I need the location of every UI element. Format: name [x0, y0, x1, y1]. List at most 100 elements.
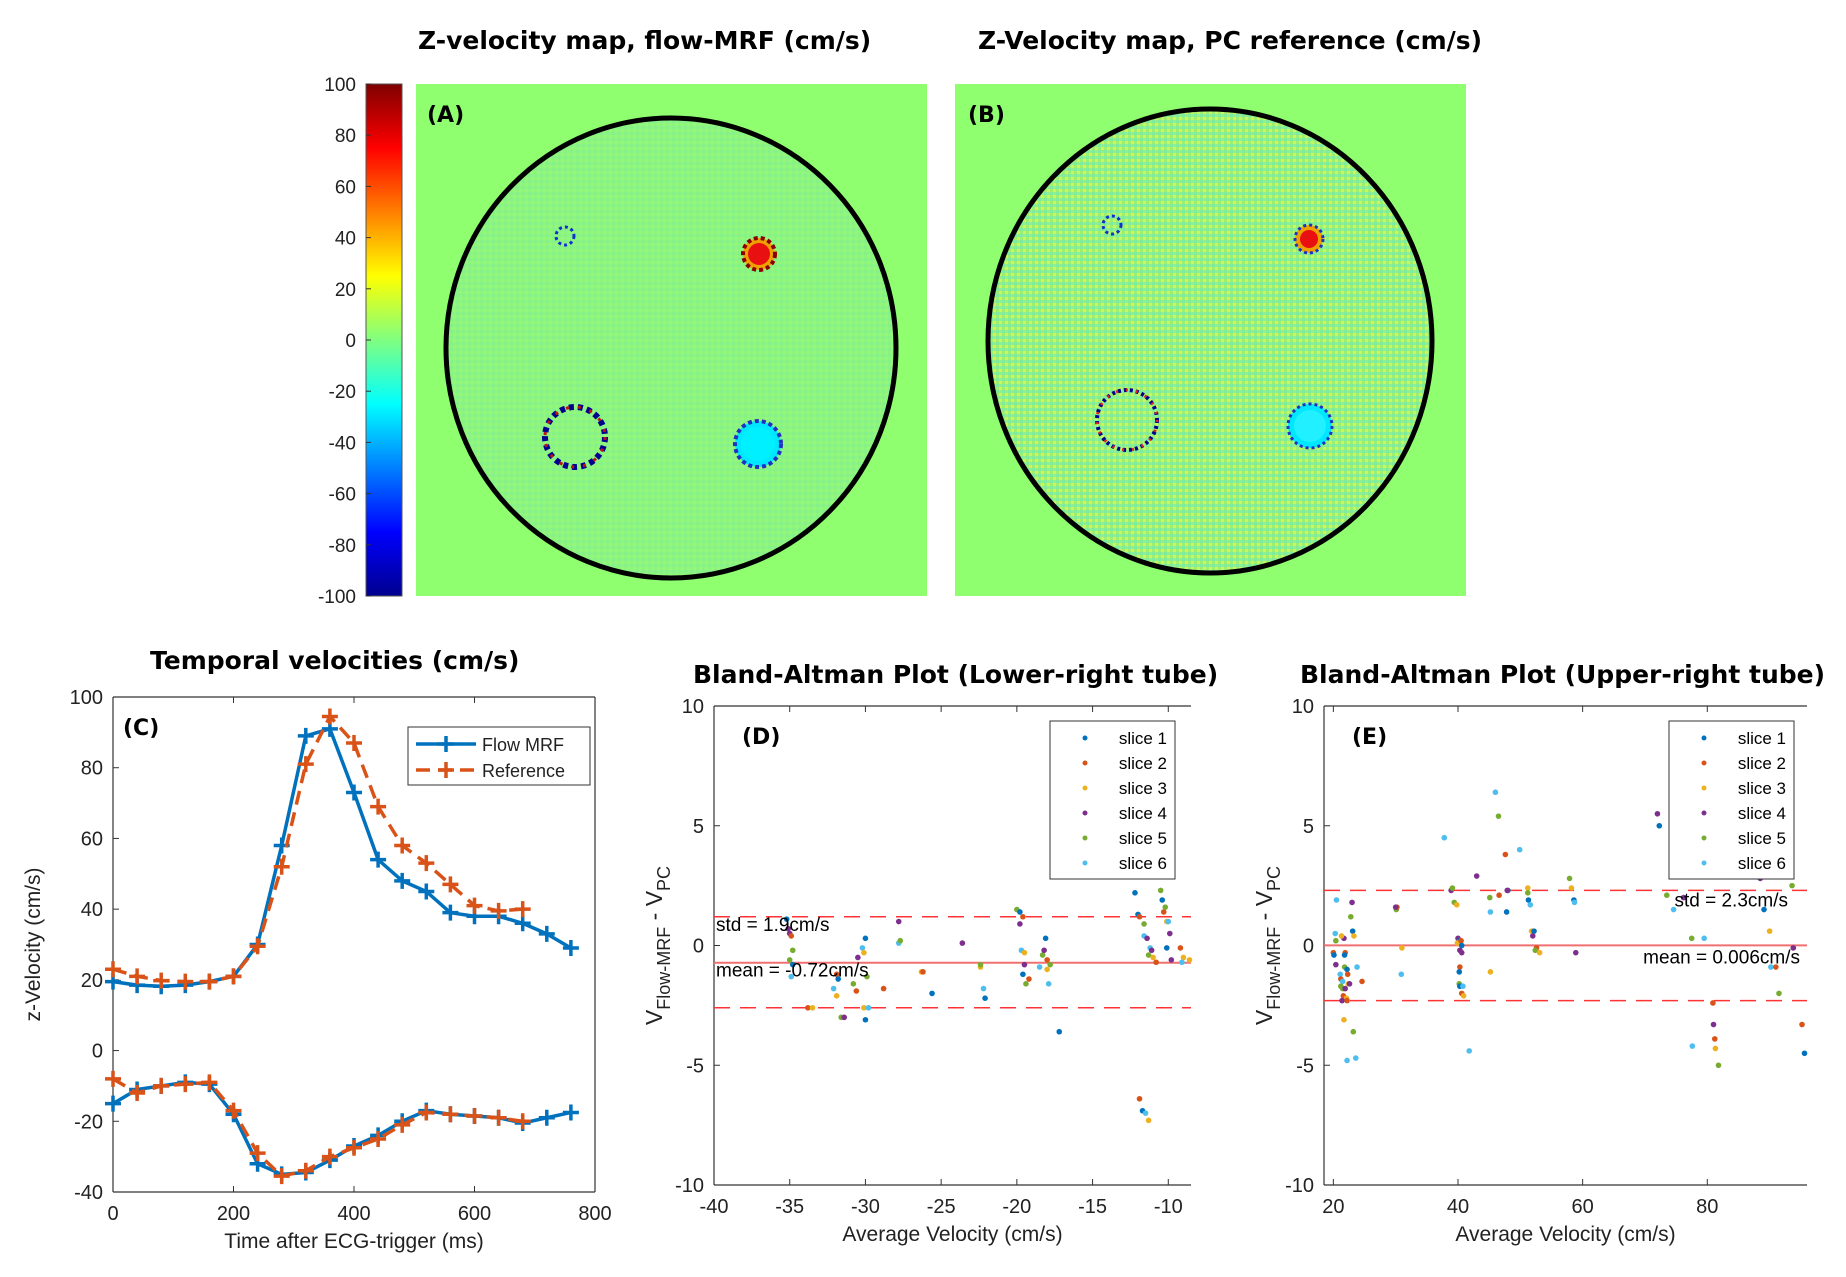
data-point-slice-1 — [1159, 897, 1166, 903]
data-point-slice-3 — [1460, 992, 1467, 999]
data-point-slice-5 — [1776, 990, 1782, 997]
reference-marker — [177, 1076, 194, 1093]
data-point-slice-2 — [1773, 964, 1779, 970]
legend-label-slice-6: slice 6 — [1738, 854, 1786, 873]
data-point-slice-3 — [1766, 928, 1773, 934]
data-point-slice-4 — [1790, 945, 1797, 951]
flow-mrf-marker — [297, 727, 314, 744]
colorbar-tick-label: 60 — [335, 177, 356, 198]
data-point-slice-4 — [1346, 981, 1353, 987]
map-b-tube-upper-right — [1300, 230, 1318, 248]
map-a-tube-upper-left — [554, 225, 576, 247]
legend: slice 1 slice 2 slice 3 slice 4 slice 5 slice… — [1049, 720, 1176, 880]
data-point-slice-3 — [1568, 885, 1575, 891]
data-point-slice-3 — [1180, 954, 1187, 961]
y-tick-label: 80 — [81, 758, 103, 780]
data-point-slice-6 — [1527, 901, 1534, 908]
x-tick-label: -35 — [775, 1196, 804, 1218]
data-point-slice-2 — [833, 971, 840, 978]
map-b-title: Z-Velocity map, PC reference (cm/s) — [978, 26, 1483, 55]
data-point-slice-2 — [1344, 971, 1351, 978]
data-point-slice-2 — [1458, 937, 1464, 944]
y-tick-label: 10 — [682, 696, 704, 718]
colorbar-tick-label: 40 — [335, 229, 356, 250]
map-a-tube-lower-left-inner — [543, 405, 607, 469]
mean-annotation: mean = 0.006cm/s — [1643, 947, 1800, 968]
data-point-slice-4 — [1167, 930, 1173, 937]
data-point-slice-5 — [850, 981, 857, 987]
data-point-slice-5 — [1145, 952, 1152, 958]
legend-label-slice-4: slice 4 — [1119, 804, 1167, 823]
data-point-slice-6 — [1332, 930, 1339, 937]
legend-box — [1049, 720, 1176, 880]
data-point-slice-3 — [1150, 954, 1156, 961]
y-tick-label: 0 — [1303, 936, 1314, 958]
mean-annotation: mean = -0.72cm/s — [716, 961, 869, 982]
data-point-slice-3 — [1021, 949, 1028, 956]
data-point-slice-6 — [865, 1004, 872, 1011]
flow-mrf-marker — [442, 904, 459, 921]
colorbar-tick-label: -100 — [318, 587, 356, 608]
data-point-slice-6 — [1337, 971, 1344, 978]
panel-d-title: Bland-Altman Plot (Lower-right tube) — [693, 660, 1219, 689]
data-point-slice-6 — [1354, 964, 1360, 970]
x-tick-label: 400 — [337, 1203, 370, 1225]
flow-mrf-marker — [538, 1109, 555, 1126]
data-point-slice-5 — [897, 937, 904, 944]
data-point-slice-1 — [1458, 942, 1465, 949]
y-tick-label: 0 — [92, 1041, 103, 1063]
data-point-slice-5 — [1688, 935, 1695, 942]
data-point-slice-4 — [1504, 887, 1511, 894]
data-point-slice-5 — [1663, 892, 1670, 899]
legend-label-slice-5: slice 5 — [1738, 829, 1786, 848]
panel-c-chart: 0 200 400 600 800 -40 -20 0 20 40 60 80 100 Time afte… — [22, 687, 612, 1253]
data-point-slice-5 — [1532, 947, 1539, 954]
data-point-slice-4 — [841, 1014, 848, 1021]
reference-marker — [201, 1074, 218, 1091]
data-point-slice-5 — [1789, 882, 1795, 889]
panel-label: (D) — [742, 725, 780, 750]
data-point-slice-6 — [1701, 935, 1707, 942]
data-point-slice-6 — [1492, 789, 1499, 796]
legend-marker-slice-3 — [1082, 785, 1088, 791]
x-tick-label: -15 — [1078, 1196, 1107, 1218]
legend-marker-slice-5 — [1082, 835, 1088, 841]
legend-box — [1668, 720, 1795, 880]
data-point-slice-2 — [1026, 976, 1032, 982]
data-point-slice-6 — [980, 985, 987, 992]
data-point-slice-2 — [853, 988, 860, 994]
data-point-slice-4 — [1148, 947, 1155, 954]
data-point-slice-3 — [809, 1004, 816, 1011]
data-point-slice-4 — [1473, 873, 1480, 879]
std-annotation: std = 1.9cm/s — [716, 915, 830, 936]
data-point-slice-2 — [1177, 945, 1184, 951]
data-point-slice-6 — [1487, 909, 1494, 915]
data-point-slice-3 — [833, 992, 840, 999]
x-axis-label: Average Velocity (cm/s) — [842, 1223, 1062, 1246]
data-point-slice-2 — [1136, 1095, 1143, 1102]
reference-marker — [273, 1168, 290, 1185]
data-point-slice-5 — [1347, 913, 1354, 920]
data-point-slice-2 — [1502, 851, 1509, 858]
data-point-slice-3 — [1145, 1117, 1152, 1124]
y-tick-label: 5 — [1303, 816, 1314, 838]
data-point-slice-1 — [1525, 897, 1532, 903]
data-point-slice-2 — [1457, 964, 1463, 970]
flow-mrf-marker — [418, 883, 435, 900]
data-point-slice-5 — [789, 947, 796, 954]
data-point-slice-3 — [1487, 969, 1494, 975]
reference-marker — [297, 1162, 314, 1179]
data-point-slice-3 — [1044, 966, 1050, 973]
data-point-slice-1 — [835, 976, 841, 982]
legend-label-slice-3: slice 3 — [1119, 779, 1167, 798]
data-point-slice-5 — [864, 973, 870, 980]
data-point-slice-4 — [1041, 947, 1047, 954]
legend-label-slice-4: slice 4 — [1738, 804, 1786, 823]
data-point-slice-2 — [1496, 892, 1502, 899]
data-point-slice-1 — [1349, 928, 1356, 934]
legend-label-slice-3: slice 3 — [1738, 779, 1786, 798]
legend-label-slice-2: slice 2 — [1119, 754, 1167, 773]
data-point-slice-3 — [1399, 945, 1405, 951]
reference-marker — [297, 756, 314, 773]
flow-mrf-marker — [538, 925, 555, 942]
